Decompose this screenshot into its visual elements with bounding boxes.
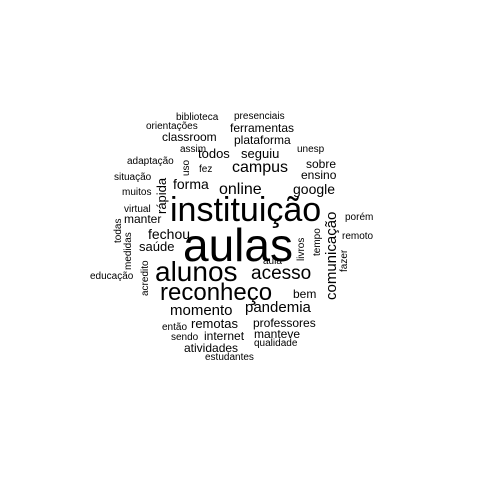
word-biblioteca: biblioteca [176, 112, 219, 123]
word-internet: internet [204, 329, 245, 343]
word-pandemia: pandemia [245, 299, 311, 316]
word-aulas: aulas [183, 219, 293, 271]
word-situacao: situação [114, 172, 152, 183]
word-estudantes: estudantes [205, 352, 254, 363]
word-alunos: alunos [155, 256, 238, 287]
word-qualidade: qualidade [254, 338, 298, 349]
word-unesp: unesp [297, 144, 325, 155]
word-comunicacao: comunicação [323, 211, 340, 300]
word-fez: fez [199, 164, 213, 175]
word-adaptacao: adaptação [127, 156, 174, 167]
word-acesso: acesso [251, 263, 312, 284]
word-rapida: rápida [154, 177, 169, 214]
word-momento: momento [170, 302, 233, 319]
word-saude: saúde [139, 239, 175, 254]
word-campus: campus [232, 159, 289, 176]
word-medidas: medidas [123, 232, 134, 270]
word-porem: porém [345, 212, 374, 223]
word-online: online [219, 181, 262, 198]
word-remotas: remotas [191, 316, 238, 331]
word-plataforma: plataforma [234, 133, 291, 147]
word-seguiu: seguiu [241, 146, 280, 161]
word-tempo: tempo [312, 228, 323, 256]
word-sendo: sendo [171, 332, 199, 343]
word-presenciais: presenciais [234, 111, 285, 122]
word-instituicao: instituição [170, 191, 322, 229]
word-acredito: acredito [140, 260, 151, 296]
word-muitos: muitos [122, 187, 152, 198]
word-sobre: sobre [306, 157, 337, 171]
word-todos: todos [198, 146, 230, 161]
word-ferramentas: ferramentas [230, 121, 295, 135]
word-reconheco: reconheço [160, 279, 273, 306]
word-atividades: atividades [184, 341, 239, 355]
word-uso: uso [181, 159, 192, 176]
word-bem: bem [293, 287, 317, 301]
word-google: google [293, 181, 336, 197]
word-educacao: educação [90, 271, 134, 282]
word-professores: professores [253, 316, 316, 330]
word-aula: aula [263, 256, 282, 267]
word-remoto: remoto [342, 231, 374, 242]
word-manteve: manteve [254, 327, 301, 341]
word-fechou: fechou [148, 226, 191, 242]
word-entao: então [162, 322, 188, 333]
word-orientacoes: orientações [146, 121, 198, 132]
word-assim: assim [180, 144, 207, 155]
word-fazer: fazer [339, 249, 350, 272]
word-ensino: ensino [301, 168, 337, 182]
word-virtual: virtual [124, 204, 151, 215]
word-manter: manter [124, 212, 162, 226]
word-livros: livros [296, 237, 307, 261]
word-forma: forma [173, 176, 209, 192]
word-classroom: classroom [162, 130, 217, 144]
